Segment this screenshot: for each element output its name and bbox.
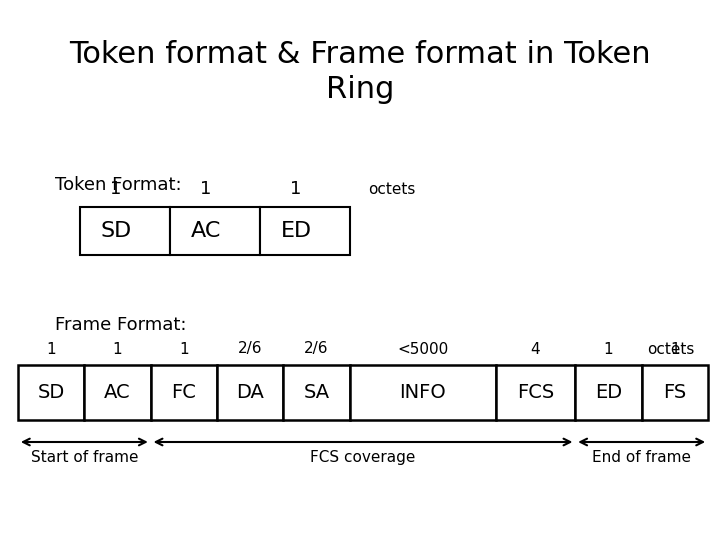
Text: End of frame: End of frame	[592, 450, 691, 465]
Text: <5000: <5000	[397, 341, 449, 356]
Text: 1: 1	[113, 341, 122, 356]
Text: 2/6: 2/6	[305, 341, 329, 356]
Text: octets: octets	[647, 342, 695, 357]
Bar	[284, 365, 350, 420]
Text: SD: SD	[37, 383, 65, 402]
Text: FCS coverage: FCS coverage	[310, 450, 415, 465]
Text: ED: ED	[280, 221, 312, 241]
Bar	[80, 207, 170, 255]
Text: SA: SA	[304, 383, 330, 402]
Bar	[350, 365, 495, 420]
Text: 1: 1	[290, 180, 302, 198]
Bar	[495, 365, 575, 420]
Text: octets: octets	[368, 181, 415, 197]
Text: 2/6: 2/6	[238, 341, 263, 356]
Bar	[18, 365, 84, 420]
Text: 4: 4	[531, 341, 540, 356]
Bar	[642, 365, 708, 420]
Text: 1: 1	[46, 341, 56, 356]
Text: 1: 1	[670, 341, 680, 356]
Text: 1: 1	[603, 341, 613, 356]
Text: FS: FS	[663, 383, 686, 402]
Bar	[84, 365, 150, 420]
Bar	[150, 365, 217, 420]
Text: FCS: FCS	[517, 383, 554, 402]
Text: ED: ED	[595, 383, 622, 402]
Text: 1: 1	[200, 180, 212, 198]
Text: 1: 1	[179, 341, 189, 356]
Bar	[575, 365, 642, 420]
Text: AC: AC	[191, 221, 221, 241]
Text: FC: FC	[171, 383, 197, 402]
Text: 1: 1	[110, 180, 122, 198]
Text: INFO: INFO	[400, 383, 446, 402]
Text: Frame Format:: Frame Format:	[55, 316, 186, 334]
Bar	[170, 207, 260, 255]
Bar	[260, 207, 350, 255]
Text: Token format & Frame format in Token
Ring: Token format & Frame format in Token Rin…	[69, 40, 651, 104]
Text: Start of frame: Start of frame	[30, 450, 138, 465]
Text: Token Format:: Token Format:	[55, 176, 181, 194]
Text: DA: DA	[236, 383, 264, 402]
Text: SD: SD	[100, 221, 132, 241]
Bar	[217, 365, 284, 420]
Text: AC: AC	[104, 383, 131, 402]
